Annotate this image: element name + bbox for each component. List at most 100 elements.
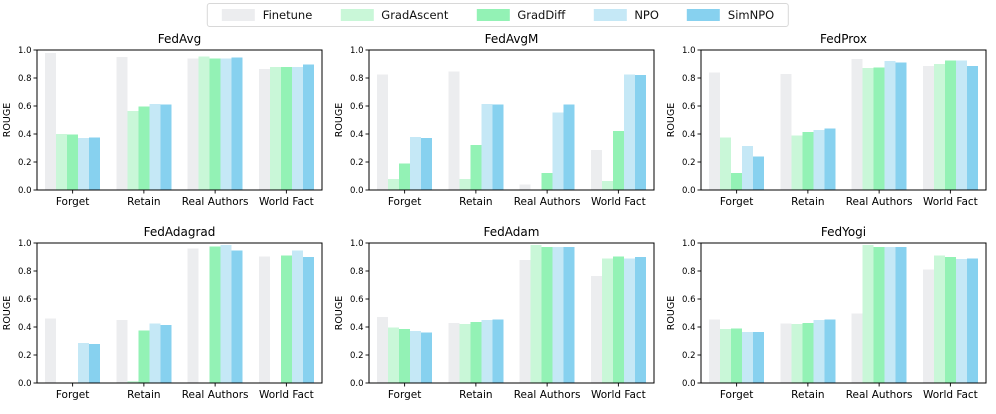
bar-simnpo-world-fact [634, 75, 646, 190]
bar-graddiff-real-authors [209, 58, 221, 191]
bar-simnpo-world-fact [634, 257, 646, 383]
subplot-fedyogi: FedYogi ROUGE 0.0 0.2 0.4 0.6 0.8 1.0 Forget Reta… [666, 225, 987, 401]
legend-swatch-gradascent-icon [340, 9, 374, 21]
y-tick-label: 0.0 [350, 186, 364, 196]
legend-label: NPO [634, 8, 659, 22]
bar-simnpo-retain [492, 319, 504, 383]
subplot-title: FedProx [820, 32, 867, 46]
bar-finetune-retain [448, 71, 460, 190]
bar-finetune-real-authors [851, 59, 863, 190]
x-tick-label: Real Authors [846, 196, 913, 208]
plot-border [36, 49, 323, 191]
bar-gradascent-retain [459, 178, 471, 190]
x-tick-label: Retain [791, 389, 824, 401]
x-tick-label: Forget [56, 389, 89, 401]
y-tick-label: 0.2 [350, 158, 364, 168]
y-tick-label: 0.2 [682, 158, 696, 168]
bar-graddiff-retain [802, 322, 814, 383]
bar-finetune-forget [377, 74, 389, 190]
subplot-fedavgm: FedAvgM ROUGE 0.0 0.2 0.4 0.6 0.8 1.0 Forget Reta… [334, 32, 655, 208]
y-tick-label: 0.6 [18, 102, 32, 112]
bar-graddiff-real-authors [209, 246, 221, 383]
y-tick-label: 0.6 [18, 295, 32, 305]
bar-npo-world-fact [623, 258, 635, 383]
y-tick-label: 0.8 [682, 74, 696, 84]
subplot-fedprox: FedProx ROUGE 0.0 0.2 0.4 0.6 0.8 1.0 Forget Reta… [666, 32, 987, 208]
subplot-grid: FedAvg ROUGE 0.0 0.2 0.4 0.6 0.8 1.0 Forget Retai… [0, 28, 996, 414]
plot-border [700, 242, 987, 384]
bar-graddiff-retain [470, 145, 482, 190]
bar-simnpo-real-authors [563, 247, 575, 383]
y-tick-label: 0.0 [18, 186, 32, 196]
bar-finetune-world-fact [258, 68, 270, 190]
y-tick-label: 0.2 [350, 351, 364, 361]
bar-finetune-forget [45, 52, 57, 190]
bar-npo-forget [78, 343, 90, 383]
bar-finetune-forget [45, 318, 57, 383]
y-tick-label: 0.8 [682, 267, 696, 277]
bar-finetune-real-authors [851, 313, 863, 383]
bar-simnpo-retain [824, 319, 836, 383]
bar-simnpo-real-authors [563, 104, 575, 190]
y-tick-label: 0.8 [18, 267, 32, 277]
bar-finetune-retain [780, 73, 792, 190]
bar-gradascent-forget [388, 327, 400, 383]
y-axis-label: ROUGE [666, 103, 677, 137]
bar-graddiff-forget [731, 328, 743, 383]
plot-border [368, 49, 655, 191]
bar-gradascent-real-authors [530, 245, 542, 383]
bar-graddiff-forget [399, 163, 411, 190]
legend-label: GradAscent [381, 8, 449, 22]
y-tick-label: 0.4 [682, 130, 696, 140]
bar-npo-real-authors [220, 245, 232, 383]
x-tick-label: Retain [459, 196, 492, 208]
y-tick-label: 0.4 [18, 323, 32, 333]
legend-label: Finetune [262, 8, 313, 22]
x-tick-label: Forget [720, 196, 753, 208]
bar-npo-retain [813, 320, 825, 383]
bar-graddiff-real-authors [541, 173, 553, 190]
y-tick-label: 0.2 [18, 351, 32, 361]
bar-gradascent-forget [56, 134, 68, 190]
bar-npo-retain [813, 129, 825, 190]
y-axis-label: ROUGE [666, 296, 677, 330]
y-tick-label: 0.6 [682, 295, 696, 305]
bar-npo-real-authors [884, 247, 896, 383]
bar-finetune-real-authors [519, 259, 531, 383]
bar-npo-real-authors [552, 247, 564, 383]
bar-npo-retain [481, 320, 493, 383]
bar-finetune-forget [377, 317, 389, 383]
bar-gradascent-world-fact [269, 66, 281, 190]
y-tick-label: 0.2 [18, 158, 32, 168]
y-tick-label: 1.0 [18, 239, 32, 249]
legend-item-gradascent: GradAscent [340, 8, 448, 22]
y-axis-label: ROUGE [334, 296, 345, 330]
bar-gradascent-retain [127, 380, 139, 383]
y-axis-label: ROUGE [2, 296, 13, 330]
bar-simnpo-retain [492, 104, 504, 190]
bar-gradascent-retain [791, 135, 803, 190]
bar-npo-real-authors [220, 58, 232, 191]
bar-npo-world-fact [291, 250, 303, 383]
y-tick-label: 0.4 [350, 130, 364, 140]
bar-simnpo-forget [421, 332, 433, 383]
y-axis-label: ROUGE [2, 103, 13, 137]
x-tick-label: Real Authors [182, 389, 249, 401]
bar-simnpo-world-fact [302, 257, 314, 383]
bar-npo-forget [410, 331, 422, 383]
x-tick-label: Forget [388, 389, 421, 401]
bar-finetune-real-authors [519, 184, 531, 190]
bar-npo-forget [410, 136, 422, 190]
bar-gradascent-real-authors [862, 245, 874, 383]
legend-item-npo: NPO [593, 8, 659, 22]
bar-finetune-real-authors [187, 248, 199, 383]
legend-item-graddiff: GradDiff [476, 8, 565, 22]
bar-finetune-world-fact [922, 66, 934, 190]
bar-graddiff-retain [470, 322, 482, 383]
bar-npo-retain [149, 103, 161, 190]
bar-npo-forget [742, 331, 754, 383]
subplot-fedavg: FedAvg ROUGE 0.0 0.2 0.4 0.6 0.8 1.0 Forget Retai… [2, 32, 323, 208]
bar-gradascent-retain [791, 324, 803, 383]
x-tick-label: World Fact [923, 196, 978, 208]
legend-label: SimNPO [727, 8, 775, 22]
